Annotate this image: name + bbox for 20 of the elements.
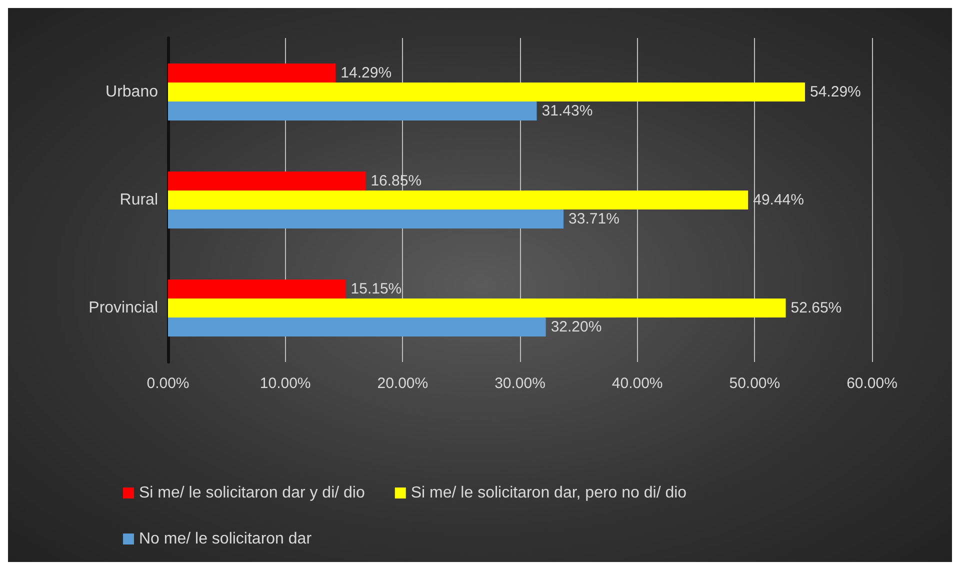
data-label: 15.15% [350,280,402,298]
data-label: 54.29% [810,84,861,100]
x-tick-label: 20.00% [377,375,428,392]
data-label: 31.43% [542,102,593,120]
y-tick-label: Provincial [88,300,158,316]
y-tick-label: Rural [120,192,158,208]
data-label: 14.29% [340,64,392,82]
x-tick-label: 60.00% [846,375,898,392]
legend-label: Si me/ le solicitaron dar, pero no di/ dio [410,484,687,502]
x-tick-label: 50.00% [729,375,780,392]
data-label: 33.71% [568,210,620,228]
x-tick-label: 10.00% [260,375,311,392]
x-tick-label: 0.00% [146,375,190,392]
data-label: 52.65% [790,300,842,316]
data-label: 32.20% [550,318,602,336]
y-tick-label: Urbano [106,84,158,100]
x-tick-label: 40.00% [612,375,663,392]
legend-label: Si me/ le solicitaron dar y di/ dio [139,484,365,502]
legend-label: No me/ le solicitaron dar [139,530,312,548]
x-tick-label: 30.00% [494,375,546,392]
